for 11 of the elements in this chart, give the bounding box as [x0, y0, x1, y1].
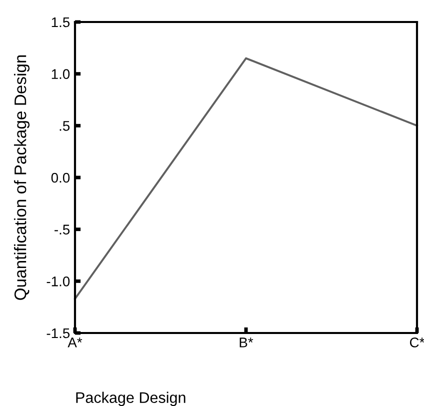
y-tick-label: 1.5 [52, 17, 70, 28]
y-tick-label: -1.0 [46, 276, 70, 286]
y-tick-label: .5 [60, 121, 70, 131]
y-axis-title: Quantification of Package Design [14, 55, 30, 300]
y-tick-label: 0.0 [51, 172, 70, 183]
y-tick-label: -1.5 [46, 328, 70, 338]
y-tick-label: -.5 [54, 224, 70, 235]
x-tick-label: A* [68, 338, 82, 348]
y-tick-label: 1.0 [52, 69, 70, 80]
x-tick-label: B* [240, 338, 254, 348]
x-axis-title: Package Design [76, 392, 186, 406]
